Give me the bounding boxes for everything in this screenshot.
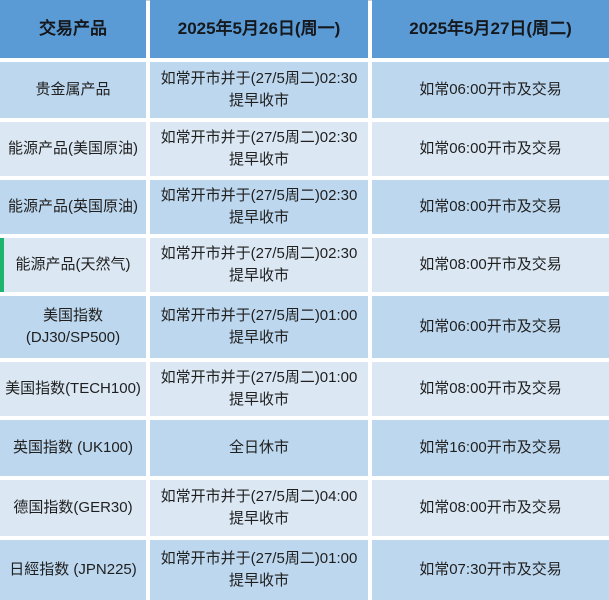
may27-cell: 如常07:30开市及交易 <box>372 540 609 600</box>
product-cell: 美国指数(TECH100) <box>0 362 146 416</box>
may26-cell: 如常开市并于(27/5周二)04:00 提早收市 <box>150 480 368 536</box>
may27-cell: 如常06:00开市及交易 <box>372 62 609 118</box>
product-cell: 贵金属产品 <box>0 62 146 118</box>
may26-cell: 如常开市并于(27/5周二)02:30 提早收市 <box>150 62 368 118</box>
may27-cell: 如常06:00开市及交易 <box>372 122 609 176</box>
product-cell: 能源产品(美国原油) <box>0 122 146 176</box>
product-cell: 能源产品(天然气) <box>0 238 146 292</box>
may26-cell: 如常开市并于(27/5周二)02:30 提早收市 <box>150 180 368 234</box>
may26-cell: 如常开市并于(27/5周二)02:30 提早收市 <box>150 238 368 292</box>
may26-cell: 如常开市并于(27/5周二)01:00 提早收市 <box>150 362 368 416</box>
product-label: 能源产品(天然气) <box>15 256 131 274</box>
header-product: 交易产品 <box>0 0 146 58</box>
may26-cell: 全日休市 <box>150 420 368 476</box>
may27-cell: 如常08:00开市及交易 <box>372 362 609 416</box>
product-cell: 日經指数 (JPN225) <box>0 540 146 600</box>
may27-cell: 如常08:00开市及交易 <box>372 238 609 292</box>
may26-cell: 如常开市并于(27/5周二)01:00 提早收市 <box>150 540 368 600</box>
product-cell: 美国指数 (DJ30/SP500) <box>0 296 146 358</box>
header-may26: 2025年5月26日(周一) <box>150 0 368 58</box>
may27-cell: 如常08:00开市及交易 <box>372 480 609 536</box>
may27-cell: 如常06:00开市及交易 <box>372 296 609 358</box>
may26-cell: 如常开市并于(27/5周二)02:30 提早收市 <box>150 122 368 176</box>
header-may27: 2025年5月27日(周二) <box>372 0 609 58</box>
product-cell: 德国指数(GER30) <box>0 480 146 536</box>
product-cell: 能源产品(英国原油) <box>0 180 146 234</box>
may26-cell: 如常开市并于(27/5周二)01:00 提早收市 <box>150 296 368 358</box>
green-row-marker <box>0 238 4 292</box>
may27-cell: 如常16:00开市及交易 <box>372 420 609 476</box>
product-cell: 英国指数 (UK100) <box>0 420 146 476</box>
may27-cell: 如常08:00开市及交易 <box>372 180 609 234</box>
